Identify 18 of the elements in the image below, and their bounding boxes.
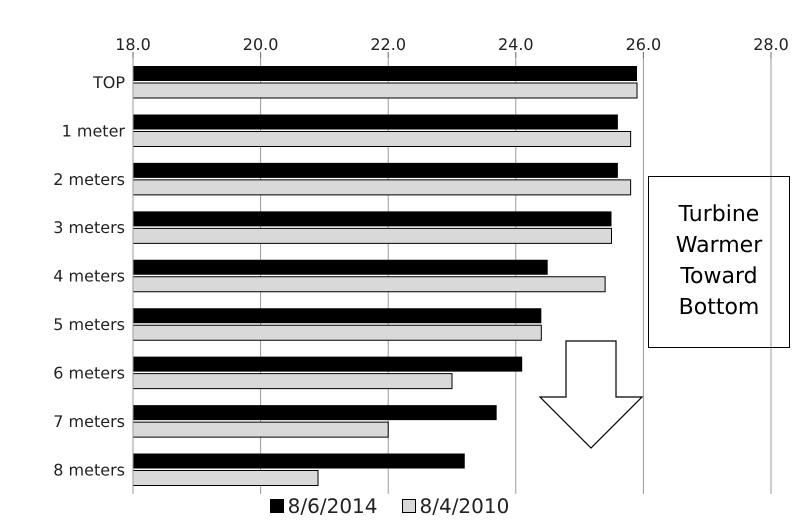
x-tick-label: 22.0 xyxy=(370,35,406,54)
y-tick-label: 2 meters xyxy=(53,170,125,189)
legend-label: 8/4/2010 xyxy=(420,494,510,518)
y-tick-label: 5 meters xyxy=(53,315,125,334)
x-tick-label: 28.0 xyxy=(753,35,789,54)
x-tick-label: 24.0 xyxy=(498,35,534,54)
callout-box: Turbine Warmer Toward Bottom xyxy=(648,176,790,348)
x-tick-label: 26.0 xyxy=(626,35,662,54)
y-tick-label: 6 meters xyxy=(53,364,125,383)
y-tick-label: 7 meters xyxy=(53,412,125,432)
x-tick-label: 18.0 xyxy=(115,35,151,54)
y-tick-label: 1 meter xyxy=(62,121,126,140)
legend-label: 8/6/2014 xyxy=(288,494,378,518)
y-tick-label: 4 meters xyxy=(53,266,125,286)
y-tick-label: 8 meters xyxy=(53,460,125,480)
x-tick-label: 20.0 xyxy=(242,35,278,54)
y-tick-label: 3 meters xyxy=(53,218,125,238)
y-tick-label: TOP xyxy=(92,72,126,92)
